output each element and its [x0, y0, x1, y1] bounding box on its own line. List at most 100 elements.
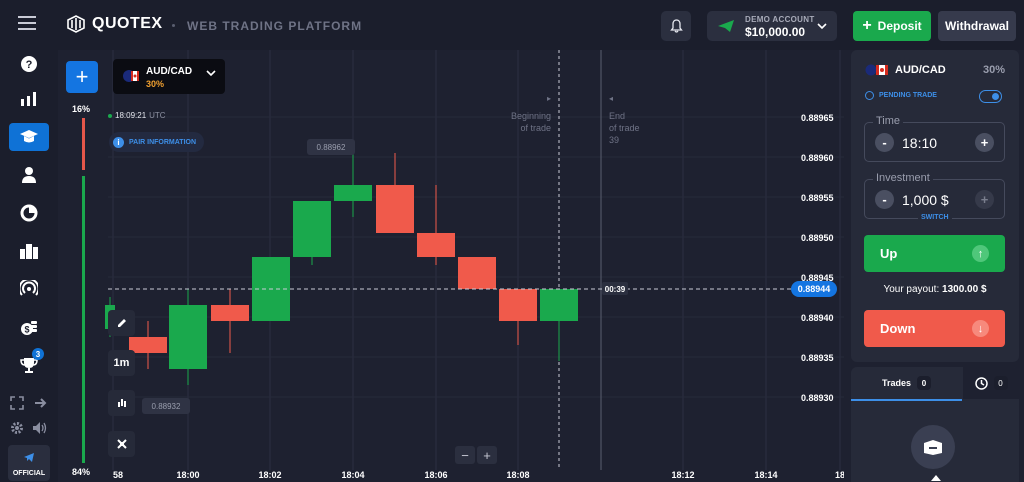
trade-panel: AUD/CAD 30% PENDING TRADE Time - 18:10 +… — [851, 50, 1019, 362]
zoom-in-button[interactable]: + — [477, 446, 497, 464]
payout-label: Your payout: — [883, 284, 940, 295]
price-tick-label: 0.88955 — [801, 193, 834, 203]
left-sidebar: ? $ 3 OFFICIAL — [0, 50, 58, 482]
add-chart-button[interactable]: + — [66, 61, 98, 93]
pair-information-button[interactable]: i PAIR INFORMATION — [109, 132, 205, 152]
sidebar-item-analytics[interactable] — [9, 85, 49, 113]
down-percent: 84% — [72, 467, 91, 477]
clock-icon — [865, 91, 874, 100]
investment-increase-button[interactable]: + — [975, 190, 994, 209]
menu-icon[interactable] — [18, 16, 36, 30]
time-field[interactable]: Time - 18:10 + — [864, 115, 1005, 162]
price-tick-label: 0.88950 — [801, 233, 834, 243]
sidebar-item-market[interactable] — [9, 199, 49, 227]
up-percent: 16% — [72, 104, 91, 114]
price-tick-label: 0.88960 — [801, 153, 834, 163]
investment-value[interactable]: 1,000 $ — [902, 192, 949, 208]
indicators-button[interactable] — [108, 431, 135, 457]
sidebar-item-achievements[interactable]: 3 — [9, 348, 49, 379]
sound-icon[interactable] — [32, 421, 48, 435]
active-tab-indicator — [851, 399, 962, 401]
asset-selector[interactable]: AUD/CAD 30% — [113, 59, 225, 94]
withdrawal-button[interactable]: Withdrawal — [938, 11, 1016, 41]
tab-trades[interactable]: Trades 0 — [851, 367, 962, 399]
candle-body — [334, 185, 372, 201]
payout-value: 1300.00 $ — [942, 284, 987, 295]
sidebar-item-help[interactable]: ? — [9, 50, 49, 78]
low-price-tag — [142, 398, 190, 414]
price-tick-label: 0.88965 — [801, 113, 834, 123]
official-label: OFFICIAL — [12, 470, 46, 477]
time-decrease-button[interactable]: - — [875, 133, 894, 152]
time-tick-label: 58 — [113, 470, 123, 480]
status-dot — [108, 113, 112, 118]
trade-begin-label: of trade — [520, 123, 551, 133]
zoom-out-button[interactable]: − — [455, 446, 475, 464]
toggle-knob — [992, 93, 999, 100]
time-tick-label: 18:14 — [754, 470, 777, 480]
chevron-down-icon — [206, 70, 216, 77]
podium-icon — [20, 244, 38, 259]
logout-icon[interactable] — [34, 396, 48, 410]
signal-icon — [20, 280, 38, 296]
trade-end-label: 39 — [609, 135, 619, 145]
trade-end-label: End — [609, 111, 625, 121]
investment-field[interactable]: Investment - 1,000 $ + — [864, 172, 1005, 219]
up-button[interactable]: Up ↑ — [864, 235, 1005, 272]
settings-icon[interactable] — [10, 421, 24, 435]
down-button[interactable]: Down ↓ — [864, 310, 1005, 347]
candle-body — [293, 201, 331, 257]
logo[interactable]: QUOTEX — [66, 14, 163, 34]
current-price-label: 0.88944 — [798, 284, 831, 294]
time-tick-label: 18:02 — [258, 470, 281, 480]
investment-decrease-button[interactable]: - — [875, 190, 894, 209]
price-chart[interactable]: 58 18:00 18:02 18:04 18:06 18:08 18:12 18:14 18 0… — [58, 50, 844, 482]
chart-area[interactable]: 58 18:00 18:02 18:04 18:06 18:08 18:12 18:14 18 0… — [58, 50, 844, 482]
sidebar-item-bonus[interactable]: $ — [9, 313, 49, 341]
tab-pending[interactable]: 0 — [963, 367, 1019, 399]
down-label: Down — [880, 321, 916, 336]
bar-chart-icon — [21, 92, 36, 106]
trade-begin-arrow: ▸ — [547, 94, 551, 103]
deposit-label: Deposit — [877, 19, 922, 33]
brand-name: QUOTEX — [92, 15, 163, 32]
top-bar: QUOTEX WEB TRADING PLATFORM DEMO ACCOUNT… — [0, 0, 1024, 50]
price-tick-label: 0.88930 — [801, 393, 834, 403]
candle-body — [458, 257, 496, 289]
clock-icon — [974, 376, 988, 390]
pending-trade-text: PENDING TRADE — [879, 92, 937, 99]
fullscreen-icon[interactable] — [10, 396, 24, 410]
countdown-label: 00:39 — [605, 285, 626, 294]
drawing-tool-button[interactable] — [108, 310, 135, 336]
time-tick-label: 18:12 — [671, 470, 694, 480]
sidebar-item-education[interactable] — [9, 123, 49, 151]
sidebar-item-profile[interactable] — [9, 161, 49, 189]
timeframe-button[interactable]: 1m — [108, 350, 135, 376]
pair-information-label: PAIR INFORMATION — [129, 138, 197, 146]
time-tick-label: 18:06 — [424, 470, 447, 480]
time-increase-button[interactable]: + — [975, 133, 994, 152]
notifications-button[interactable] — [661, 11, 691, 41]
price-tick-label: 0.88945 — [801, 273, 834, 283]
official-telegram-button[interactable]: OFFICIAL — [8, 445, 50, 481]
pending-trade-toggle[interactable] — [979, 90, 1002, 103]
candle-body — [211, 305, 249, 321]
sidebar-item-signals[interactable] — [9, 275, 49, 303]
indicators-icon — [116, 439, 127, 449]
account-selector[interactable]: DEMO ACCOUNT $10,000.00 — [707, 11, 837, 41]
trade-end-arrow: ◂ — [609, 94, 613, 103]
trades-tab-label: Trades — [881, 378, 912, 388]
pencil-icon — [117, 319, 126, 327]
svg-text:?: ? — [26, 59, 33, 71]
bell-icon — [669, 19, 683, 33]
graduation-cap-icon — [20, 130, 38, 143]
switch-link[interactable]: SWITCH — [918, 214, 952, 221]
high-price-label: 0.88962 — [317, 143, 346, 152]
arrow-down-icon: ↓ — [972, 320, 989, 337]
deposit-button[interactable]: + Deposit — [853, 11, 931, 41]
time-value[interactable]: 18:10 — [902, 135, 938, 151]
sidebar-item-tournaments[interactable] — [9, 237, 49, 265]
empty-trades-icon — [911, 425, 955, 469]
chart-type-button[interactable] — [108, 390, 135, 416]
platform-label: WEB TRADING PLATFORM — [187, 19, 363, 33]
